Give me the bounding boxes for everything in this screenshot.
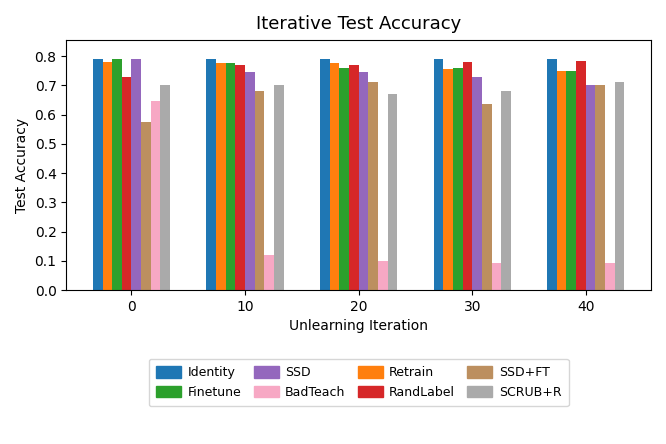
Bar (254, 91, 264, 290)
Bar (453, 68, 463, 290)
Bar (274, 85, 284, 290)
Bar (206, 59, 216, 290)
Bar (557, 71, 567, 290)
Bar (216, 63, 226, 290)
Bar (358, 72, 368, 290)
Bar (482, 104, 492, 290)
Bar (264, 255, 274, 290)
Bar (472, 77, 482, 290)
Bar (122, 77, 131, 290)
Bar (151, 102, 161, 290)
Bar (576, 60, 586, 290)
Bar (330, 63, 340, 290)
Bar (226, 63, 235, 290)
Bar (340, 68, 349, 290)
Bar (595, 85, 605, 290)
Bar (320, 59, 330, 290)
Bar (605, 263, 615, 290)
Bar (615, 83, 625, 290)
Bar (378, 261, 388, 290)
Title: Iterative Test Accuracy: Iterative Test Accuracy (256, 15, 462, 33)
Legend: Identity, Finetune, SSD, BadTeach, Retrain, RandLabel, SSD+FT, SCRUB+R: Identity, Finetune, SSD, BadTeach, Retra… (149, 359, 569, 406)
X-axis label: Unlearning Iteration: Unlearning Iteration (289, 319, 428, 333)
Bar (463, 62, 472, 290)
Bar (388, 94, 397, 290)
Bar (444, 69, 453, 290)
Bar (547, 59, 557, 290)
Bar (567, 71, 576, 290)
Bar (112, 59, 122, 290)
Bar (245, 72, 254, 290)
Bar (492, 263, 501, 290)
Bar (131, 59, 141, 290)
Bar (141, 122, 151, 290)
Bar (161, 85, 170, 290)
Bar (586, 85, 595, 290)
Bar (235, 65, 245, 290)
Bar (103, 62, 112, 290)
Bar (349, 65, 358, 290)
Y-axis label: Test Accuracy: Test Accuracy (15, 118, 29, 213)
Bar (434, 59, 444, 290)
Bar (93, 59, 103, 290)
Bar (368, 83, 378, 290)
Bar (501, 91, 511, 290)
